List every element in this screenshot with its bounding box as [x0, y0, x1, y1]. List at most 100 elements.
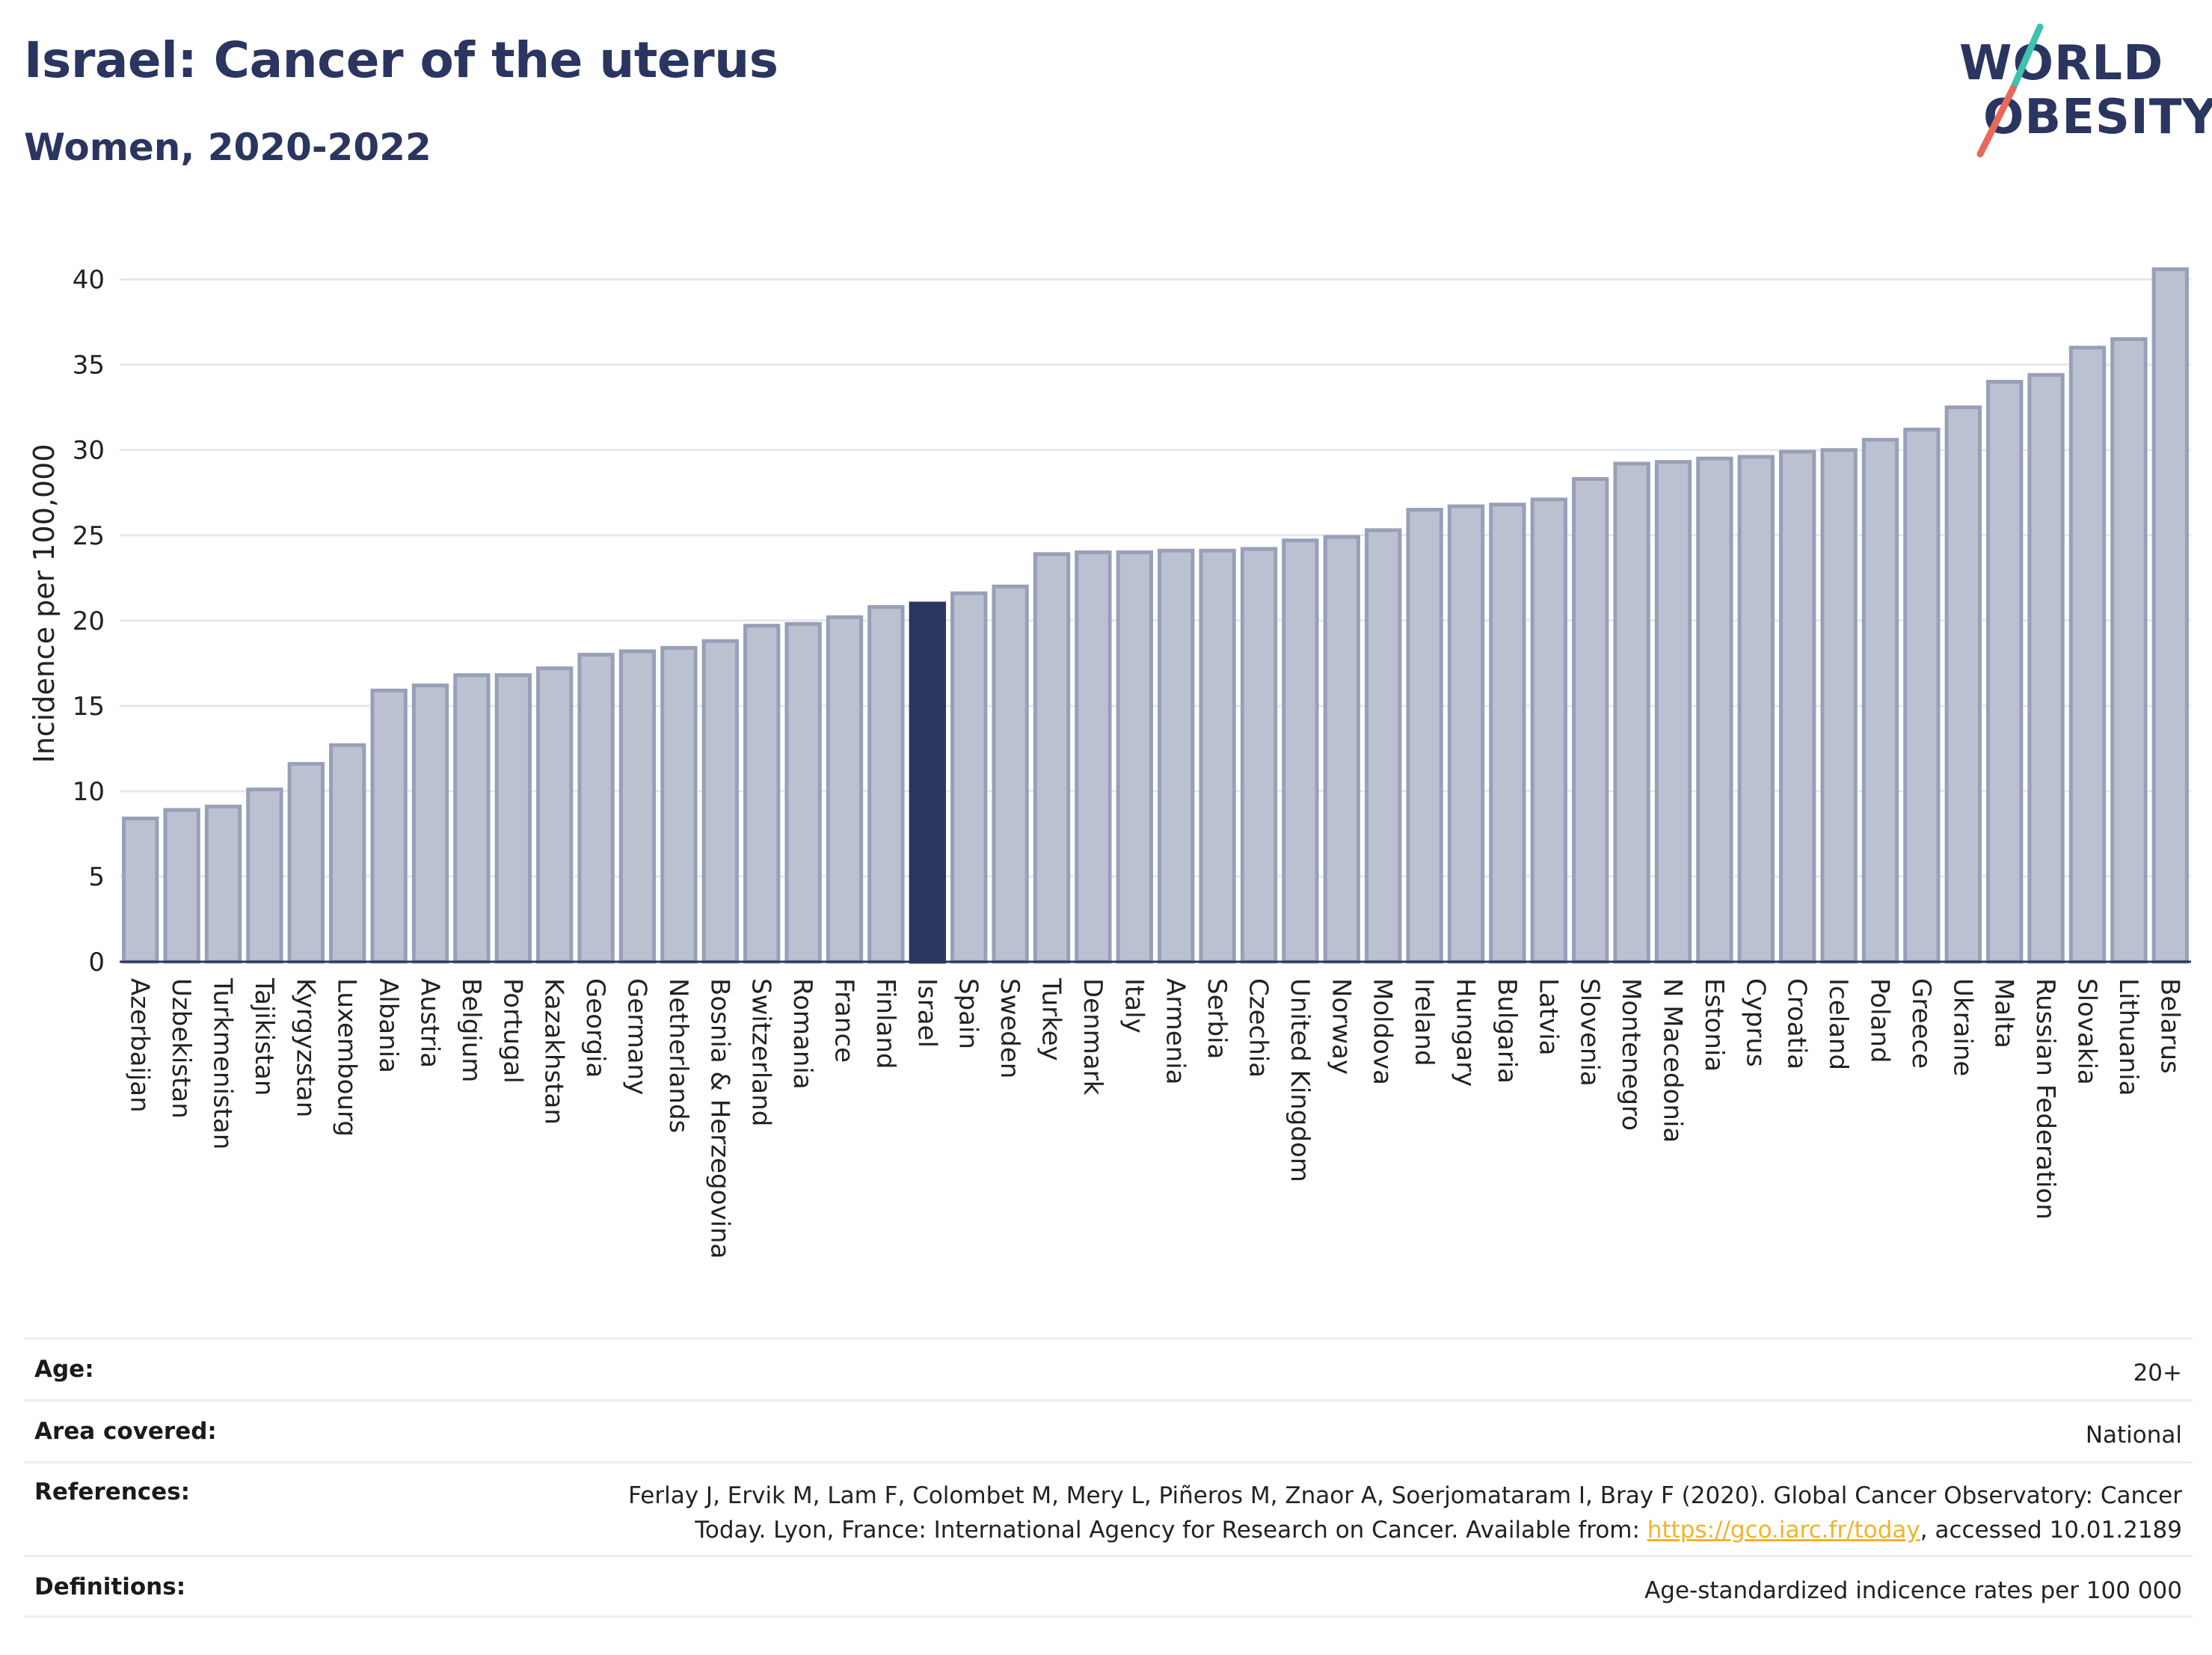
- area-value: National: [2085, 1422, 2182, 1449]
- page-title: Israel: Cancer of the uterus: [24, 31, 778, 89]
- bar-estonia: [1696, 456, 1733, 964]
- bar-turkmenistan: [204, 804, 242, 964]
- bar-turkey: [1033, 552, 1071, 964]
- area-label: Area covered:: [34, 1418, 217, 1445]
- x-tick-label: France: [829, 978, 859, 1063]
- x-tick-label: Uzbekistan: [166, 978, 196, 1119]
- bar-malta: [1986, 379, 2024, 964]
- bar-spain: [950, 591, 988, 964]
- bar-iceland: [1820, 448, 1858, 964]
- x-tick-label: Bosnia & Herzegovina: [704, 978, 734, 1259]
- x-tick-label: Tajikistan: [249, 977, 279, 1096]
- bar-georgia: [577, 652, 615, 964]
- x-tick-label: Moldova: [1368, 978, 1398, 1085]
- x-tick-label: Iceland: [1823, 978, 1853, 1070]
- y-tick-label: 35: [73, 351, 105, 381]
- x-tick-label: Ireland: [1409, 978, 1439, 1066]
- y-tick-label: 10: [73, 777, 105, 807]
- bar-azerbaijan: [122, 816, 159, 964]
- bar-sweden: [992, 584, 1029, 964]
- y-tick-label: 20: [73, 607, 105, 636]
- logo-line2: OBESITY: [1983, 90, 2212, 145]
- info-table: Age: 20+ Area covered: National Referenc…: [24, 1337, 2193, 1618]
- x-tick-label: Poland: [1865, 978, 1895, 1063]
- x-tick-label: Switzerland: [746, 978, 776, 1126]
- definitions-value: Age-standardized indicence rates per 100…: [1644, 1577, 2182, 1604]
- x-tick-label: Czechia: [1244, 978, 1274, 1078]
- bar-bulgaria: [1489, 503, 1526, 964]
- x-tick-label: Belgium: [456, 978, 486, 1082]
- age-label: Age:: [34, 1356, 94, 1383]
- bar-denmark: [1075, 550, 1112, 964]
- y-tick-label: 15: [73, 692, 105, 722]
- x-tick-label: Romania: [787, 978, 817, 1090]
- x-tick-label: Latvia: [1533, 978, 1563, 1056]
- bar-belarus: [2151, 267, 2189, 964]
- bar-n-macedonia: [1654, 460, 1692, 964]
- x-tick-label: Albania: [373, 978, 403, 1073]
- bar-belgium: [453, 673, 491, 964]
- bar-norway: [1323, 535, 1360, 964]
- bar-serbia: [1199, 548, 1236, 964]
- bar-finland: [867, 605, 905, 964]
- bar-ukraine: [1944, 405, 1982, 964]
- x-tick-label: Portugal: [497, 978, 527, 1084]
- y-tick-label: 25: [73, 521, 105, 551]
- age-value: 20+: [2133, 1360, 2182, 1387]
- bar-luxembourg: [329, 743, 366, 964]
- x-tick-label: Finland: [870, 978, 900, 1069]
- definitions-label: Definitions:: [34, 1573, 186, 1600]
- info-row-age: Age: 20+: [24, 1337, 2193, 1399]
- x-tick-label: Croatia: [1782, 978, 1812, 1069]
- references-text-3: , accessed 10.01.2189: [1920, 1517, 2182, 1544]
- page-subtitle: Women, 2020-2022: [24, 126, 431, 169]
- bar-latvia: [1530, 497, 1567, 964]
- x-tick-label: Georgia: [580, 978, 610, 1078]
- bar-hungary: [1447, 504, 1485, 964]
- bar-germany: [618, 649, 657, 964]
- x-tick-label: Slovenia: [1575, 978, 1605, 1087]
- x-tick-label: N Macedonia: [1658, 978, 1688, 1143]
- x-tick-label: Sweden: [995, 978, 1024, 1078]
- x-tick-label: Lithuania: [2113, 978, 2143, 1096]
- bar-slovakia: [2068, 346, 2107, 964]
- x-tick-label: Denmark: [1078, 978, 1107, 1096]
- x-tick-label: Malta: [1989, 978, 2019, 1048]
- y-tick-label: 5: [88, 862, 105, 892]
- references-text-2: Today. Lyon, France: International Agenc…: [695, 1517, 1640, 1544]
- references-link[interactable]: https://gco.iarc.fr/today: [1647, 1517, 1920, 1544]
- bar-montenegro: [1613, 461, 1650, 964]
- x-tick-label: Russian Federation: [2030, 978, 2060, 1220]
- bar-kazakhstan: [536, 666, 574, 964]
- bar-greece: [1903, 427, 1941, 964]
- y-tick-label: 0: [88, 948, 105, 977]
- bar-cyprus: [1737, 455, 1775, 964]
- x-tick-label: Austria: [415, 978, 445, 1068]
- bar-moldova: [1365, 528, 1402, 964]
- x-tick-label: Serbia: [1202, 978, 1232, 1059]
- x-tick-label: Belarus: [2154, 978, 2184, 1074]
- bar-austria: [411, 683, 449, 964]
- bar-switzerland: [743, 624, 781, 964]
- x-tick-label: Cyprus: [1740, 978, 1770, 1067]
- x-tick-label: Turkey: [1036, 977, 1066, 1061]
- bar-bosnia-herzegovina: [701, 639, 739, 964]
- x-tick-label: Hungary: [1451, 978, 1481, 1087]
- bar-chart: 0 5 10 15 20 25 30 35 40 Incidence per 100,000 Aze…: [28, 265, 2191, 1259]
- info-row-references: References: Ferlay J, Ervik M, Lam F, Co…: [24, 1461, 2193, 1555]
- x-tick-label: Italy: [1119, 978, 1149, 1034]
- x-tick-label: Luxembourg: [332, 978, 362, 1137]
- y-tick-label: 30: [73, 436, 105, 466]
- bar-netherlands: [660, 645, 698, 964]
- x-tick-label: Greece: [1906, 978, 1936, 1069]
- x-tick-label: Norway: [1326, 978, 1356, 1075]
- bar-united-kingdom: [1282, 538, 1319, 964]
- x-tick-label: Ukraine: [1947, 978, 1977, 1076]
- bar-romania: [784, 621, 822, 964]
- bar-albania: [370, 688, 408, 964]
- info-row-area: Area covered: National: [24, 1399, 2193, 1461]
- logo-line1: WORLD: [1959, 36, 2164, 91]
- bar-italy: [1116, 550, 1153, 964]
- bar-russian-federation: [2027, 372, 2065, 964]
- bar-poland: [1861, 437, 1899, 964]
